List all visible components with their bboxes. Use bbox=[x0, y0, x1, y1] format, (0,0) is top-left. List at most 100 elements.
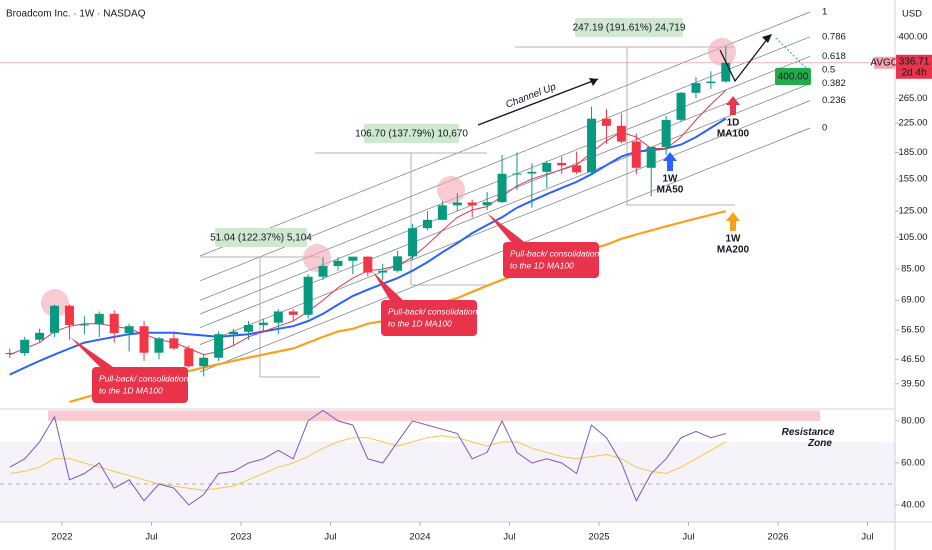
candle-body bbox=[109, 313, 119, 334]
y-tick-label: 185.00 bbox=[898, 147, 927, 158]
callout-text: Pull-back/ consolidation bbox=[99, 373, 189, 383]
rsi-tick-label: 80.00 bbox=[901, 415, 925, 426]
callout-pointer bbox=[373, 272, 405, 302]
y-tick-label: 39.50 bbox=[901, 378, 925, 389]
resistance-zone bbox=[48, 410, 820, 421]
y-tick-label: 265.00 bbox=[898, 93, 927, 104]
x-tick-label: 2024 bbox=[409, 532, 430, 543]
x-tick-label: 2025 bbox=[588, 532, 609, 543]
ma-label: MA50 bbox=[657, 185, 684, 196]
x-tick-label: Jul bbox=[145, 532, 157, 543]
candle-body bbox=[214, 334, 224, 358]
candle-body bbox=[273, 311, 283, 323]
fib-label: 0.618 bbox=[822, 51, 846, 62]
candle-body bbox=[333, 260, 343, 267]
x-tick-label: 2022 bbox=[51, 532, 72, 543]
channel-arrow bbox=[477, 78, 599, 126]
y-tick-label: 105.00 bbox=[898, 232, 927, 243]
candle-body bbox=[35, 332, 45, 340]
ma-arrow bbox=[726, 212, 740, 231]
candle-body bbox=[587, 118, 597, 173]
candle-body bbox=[229, 331, 239, 335]
ma-arrow bbox=[726, 96, 740, 115]
candle-body bbox=[676, 92, 686, 120]
x-tick-label: 2026 bbox=[767, 532, 788, 543]
ma-label: MA100 bbox=[717, 129, 750, 140]
projection-dotted bbox=[775, 37, 807, 69]
candle-body bbox=[303, 276, 313, 315]
callout-text: to the 1D MA100 bbox=[388, 318, 452, 328]
resistance-label-line: Resistance bbox=[782, 427, 835, 438]
x-tick-label: Jul bbox=[682, 532, 694, 543]
candle-body bbox=[616, 125, 626, 142]
candle-body bbox=[154, 338, 164, 353]
candle-body bbox=[64, 305, 74, 325]
candle-body bbox=[199, 357, 209, 367]
candle-body bbox=[601, 118, 611, 126]
callout-box bbox=[503, 242, 599, 278]
y-tick-label: 69.00 bbox=[901, 295, 925, 306]
peak-highlight bbox=[41, 289, 69, 317]
countdown-label: 2d 4h bbox=[901, 67, 926, 78]
x-tick-label: Jul bbox=[861, 532, 873, 543]
callout-text: to the 1D MA100 bbox=[510, 260, 574, 270]
callout-pointer bbox=[70, 337, 116, 369]
rsi-ma bbox=[9, 435, 727, 491]
chart-title: Broadcom Inc. · 1W · NASDAQ bbox=[6, 9, 146, 20]
fib-label: 0.5 bbox=[822, 65, 835, 76]
candle-body bbox=[184, 348, 194, 367]
rsi-tick-label: 60.00 bbox=[901, 457, 925, 468]
candle-body bbox=[661, 119, 671, 147]
candle-body bbox=[124, 326, 134, 334]
x-tick-label: Jul bbox=[503, 532, 515, 543]
candle-body bbox=[318, 266, 328, 277]
candle-body bbox=[527, 171, 537, 174]
candle-body bbox=[572, 165, 582, 173]
candle-body bbox=[557, 162, 567, 166]
x-tick-label: Jul bbox=[324, 532, 336, 543]
channel-arrowhead bbox=[589, 78, 598, 86]
candle-body bbox=[20, 339, 30, 354]
y-tick-label: 125.00 bbox=[898, 206, 927, 217]
symbol-label: AVGO bbox=[870, 57, 898, 68]
ma-label: 1W bbox=[663, 174, 679, 185]
candle-body bbox=[378, 270, 388, 273]
measure-box bbox=[215, 228, 307, 247]
candle-body bbox=[288, 311, 298, 315]
measure-box bbox=[364, 124, 459, 143]
candle-body bbox=[497, 173, 507, 203]
symbol-tag bbox=[874, 56, 895, 69]
target-box bbox=[775, 68, 811, 85]
candle-body bbox=[5, 353, 15, 355]
candle-body bbox=[50, 305, 60, 333]
candle-body bbox=[706, 81, 716, 84]
measure-label: 106.70 (137.79%) 10,670 bbox=[355, 129, 468, 140]
resistance-label: Resistance Zone bbox=[782, 427, 835, 449]
callout-text: Pull-back/ consolidation bbox=[510, 248, 600, 258]
y-tick-label: 155.00 bbox=[898, 174, 927, 185]
candle-body bbox=[79, 324, 89, 326]
ma-label: 1W bbox=[726, 234, 742, 245]
currency: USD bbox=[902, 9, 922, 20]
target-label: 400.00 bbox=[778, 72, 809, 83]
fib-line bbox=[199, 100, 811, 345]
peak-highlight bbox=[303, 244, 331, 272]
candle-body bbox=[258, 322, 268, 325]
y-tick-label: 85.00 bbox=[901, 263, 925, 274]
fib-label: 1 bbox=[822, 7, 827, 18]
candle-body bbox=[363, 256, 373, 273]
fib-label: 0.786 bbox=[822, 31, 846, 42]
fib-label: 0.382 bbox=[822, 78, 846, 89]
callout-text: Pull-back/ consolidation bbox=[388, 306, 478, 316]
measure-label: 51.04 (122.37%) 5,104 bbox=[210, 233, 312, 244]
candle-body bbox=[721, 62, 731, 82]
projection-arrowhead bbox=[762, 34, 772, 43]
measure-label: 247.19 (191.61%) 24,719 bbox=[573, 23, 686, 34]
candle-body bbox=[393, 256, 403, 271]
peak-highlight bbox=[708, 38, 736, 66]
candle-body bbox=[691, 83, 701, 93]
callout-box bbox=[92, 367, 188, 403]
candle-body bbox=[243, 324, 253, 332]
y-tick-label: 46.50 bbox=[901, 354, 925, 365]
